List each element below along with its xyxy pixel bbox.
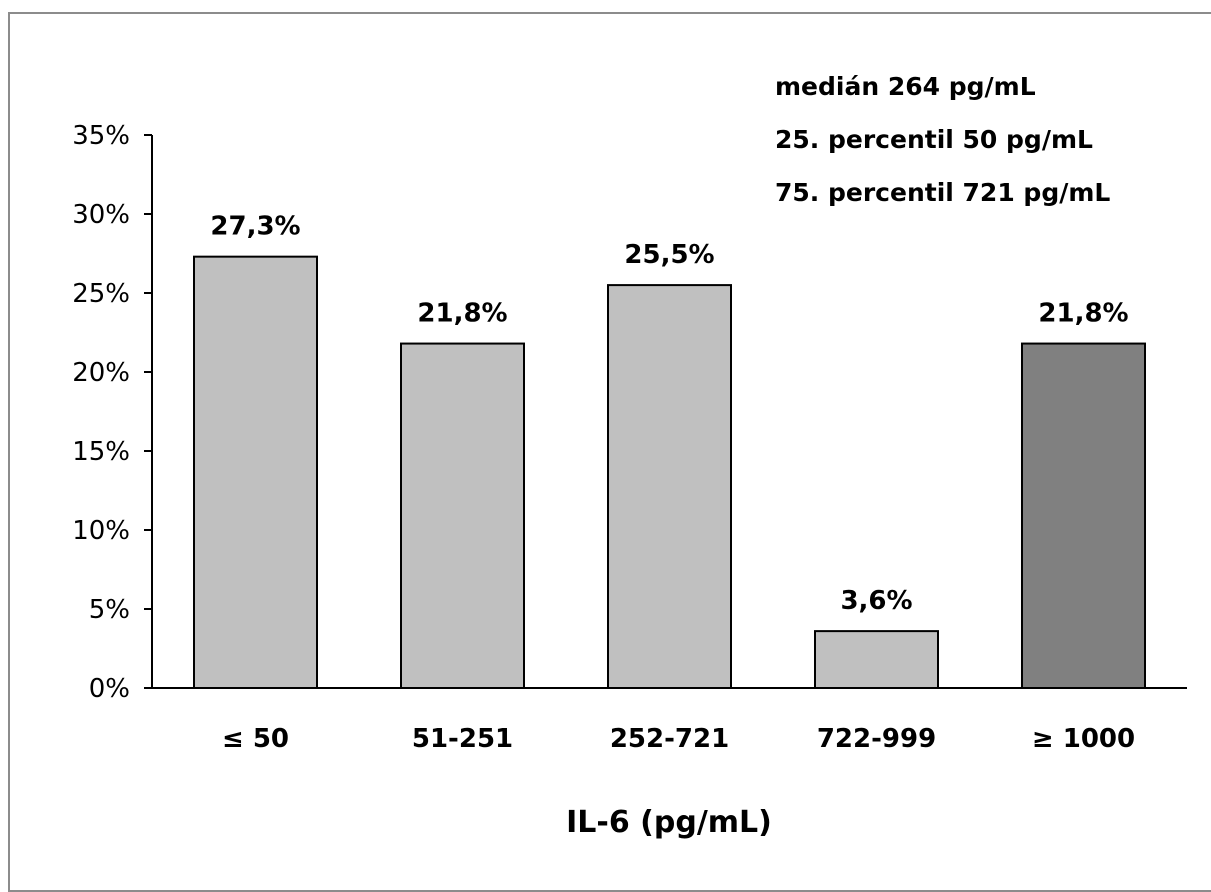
y-tick-label: 20% — [72, 358, 130, 388]
bar — [193, 255, 318, 689]
bar-data-label: 27,3% — [210, 212, 300, 242]
bar — [814, 630, 939, 689]
bar-data-label: 3,6% — [840, 586, 912, 616]
bar — [1021, 342, 1146, 689]
bar — [607, 284, 732, 689]
x-category-label: ≥ 1000 — [1032, 724, 1135, 754]
y-axis-ticks: 0% 5% 10% 15% 20% 25% 30% 35% — [72, 121, 152, 704]
x-category-label: 252-721 — [610, 724, 729, 754]
y-tick-label: 15% — [72, 437, 130, 467]
x-category-label: 722-999 — [817, 724, 936, 754]
bar-data-label: 25,5% — [624, 240, 714, 270]
y-tick-label: 35% — [72, 121, 130, 151]
statistics-annotation: medián 264 pg/mL — [775, 72, 1036, 101]
x-axis-label: IL-6 (pg/mL) — [566, 805, 772, 840]
bar-data-label: 21,8% — [417, 299, 507, 329]
x-category-label: 51-251 — [412, 724, 513, 754]
bar-data-label: 21,8% — [1038, 299, 1128, 329]
statistics-annotation: 75. percentil 721 pg/mL — [775, 178, 1110, 207]
statistics-annotation: 25. percentil 50 pg/mL — [775, 125, 1093, 154]
bars — [193, 255, 1146, 689]
x-category-label: ≤ 50 — [222, 724, 289, 754]
bar — [400, 342, 525, 689]
x-axis-categories: ≤ 50 51-251 252-721 722-999 ≥ 1000 — [222, 724, 1135, 754]
y-tick-label: 25% — [72, 279, 130, 309]
y-tick-label: 10% — [72, 516, 130, 546]
statistics-annotations: medián 264 pg/mL 25. percentil 50 pg/mL 75… — [775, 72, 1110, 207]
y-tick-label: 30% — [72, 200, 130, 230]
data-labels: 27,3% 21,8% 25,5% 3,6% 21,8% — [210, 212, 1128, 616]
y-tick-label: 0% — [89, 674, 130, 704]
y-tick-label: 5% — [89, 595, 130, 625]
